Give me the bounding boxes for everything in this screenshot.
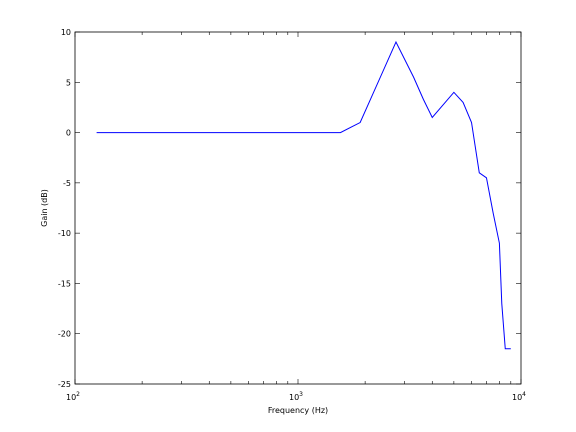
y-tick-label: -15 (58, 279, 71, 288)
x-axis-label: Frequency (Hz) (268, 406, 328, 415)
y-tick-label: -5 (63, 179, 71, 188)
x-tick-label: 103 (289, 391, 303, 402)
y-tick-label: -20 (58, 330, 71, 339)
y-tick-label: -10 (58, 229, 71, 238)
tick-labels-group: 10 5 0 -5 -10 -15 -20 -25 102 103 104 (58, 28, 526, 402)
y-axis-label: Gain (dB) (40, 189, 49, 227)
x-tick-label: 104 (512, 391, 526, 402)
y-tick-label: -25 (58, 380, 71, 389)
plot-area (74, 31, 522, 385)
y-tick-label: 0 (66, 129, 71, 138)
y-tick-label: 10 (61, 28, 71, 37)
series-line (96, 40, 511, 350)
ticks-group (74, 31, 522, 385)
y-tick-label: 5 (66, 78, 71, 87)
x-tick-label: 102 (66, 391, 80, 402)
